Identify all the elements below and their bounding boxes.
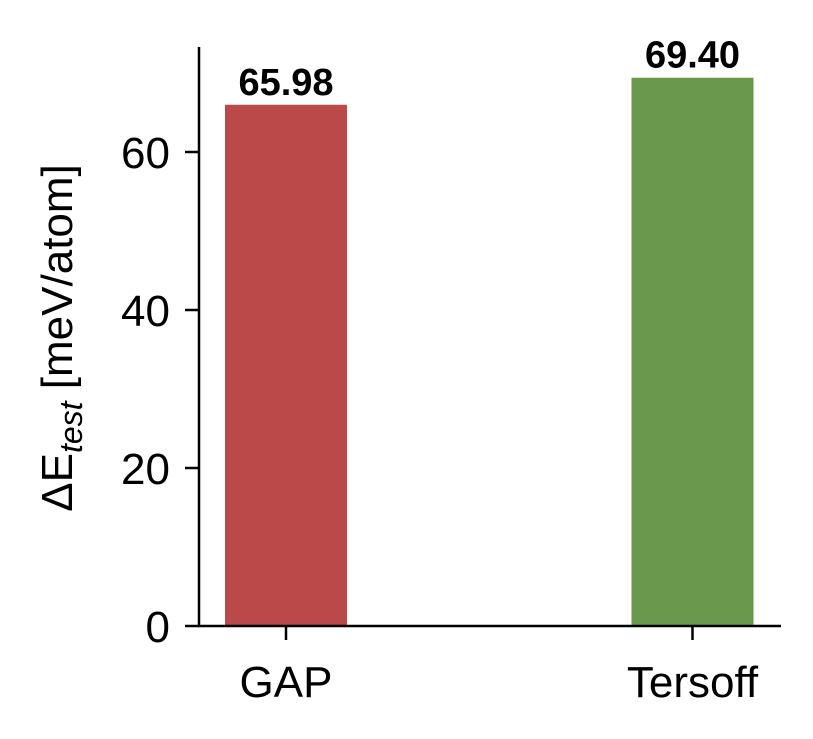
x-tick-label-tersoff: Tersoff [627,658,759,707]
value-label-gap: 65.98 [238,62,333,104]
value-labels-group: 65.98 69.40 [238,35,740,104]
bars-group [225,77,754,627]
y-tick-label: 40 [121,287,170,336]
value-label-tersoff: 69.40 [645,35,740,77]
y-tick-label: 0 [146,603,170,652]
y-tick-label: 20 [121,445,170,494]
x-ticks-group: GAP Tersoff [240,626,759,707]
y-ticks-group: 0 20 40 60 [121,129,199,652]
y-tick-label: 60 [121,129,170,178]
x-tick-label-gap: GAP [240,658,333,707]
bar-tersoff [631,77,754,627]
bar-gap [225,104,347,627]
y-axis-label: ΔEtest [meV/atom] [33,164,89,512]
